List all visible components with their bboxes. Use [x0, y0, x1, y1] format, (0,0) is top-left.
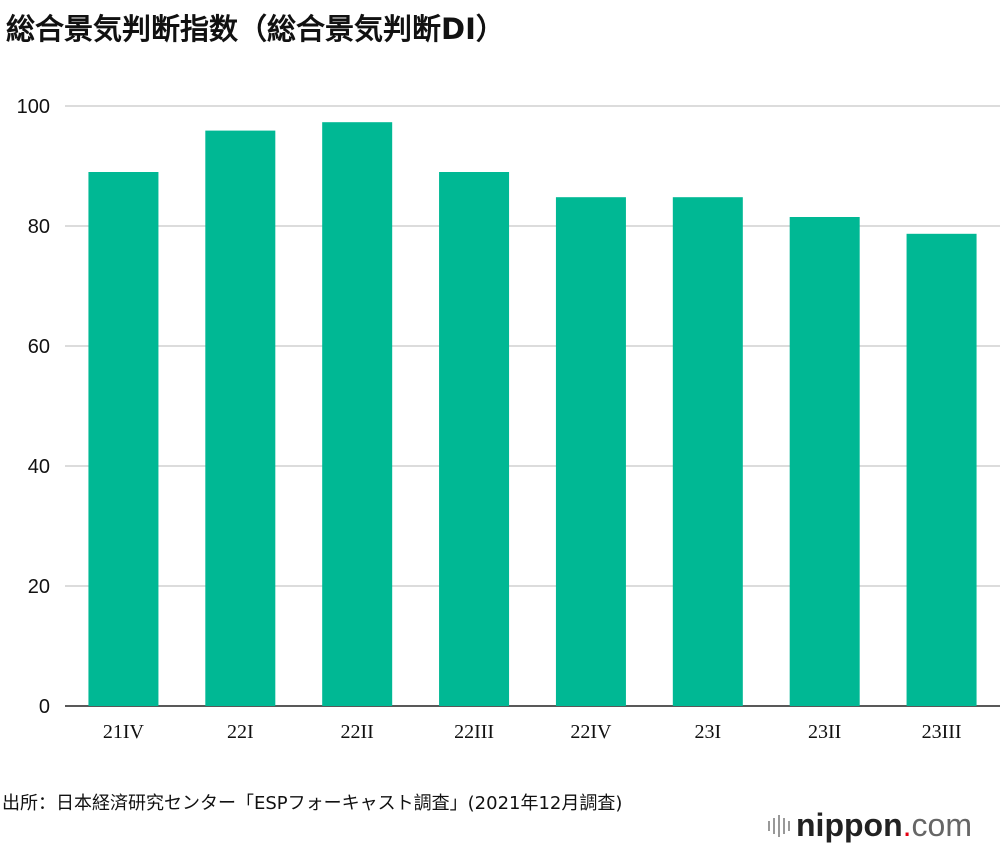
- x-tick-label: 22II: [341, 721, 374, 743]
- bar-23I: [672, 197, 743, 706]
- y-tick-label: 20: [28, 576, 50, 598]
- logo-suffix: com: [911, 807, 972, 843]
- x-tick-label: 23I: [694, 721, 721, 743]
- bar-23II: [789, 217, 860, 706]
- y-tick-label: 80: [28, 216, 50, 238]
- x-tick-label: 22IV: [570, 721, 612, 743]
- logo-dot: .: [902, 807, 912, 843]
- y-tick-label: 60: [28, 336, 50, 358]
- bar-23III: [906, 233, 977, 707]
- logo-bars-icon: [768, 814, 790, 838]
- x-tick-label: 21IV: [103, 721, 145, 743]
- bar-22IV: [555, 197, 626, 706]
- y-tick-label: 0: [39, 696, 50, 718]
- x-tick-label: 23II: [808, 721, 841, 743]
- source-note: 出所：日本経済研究センター「ESPフォーキャスト調査」(2021年12月調査): [2, 793, 623, 814]
- y-tick-label: 100: [17, 96, 50, 118]
- bar-22I: [205, 130, 276, 707]
- bar-22II: [322, 122, 393, 706]
- y-tick-label: 40: [28, 456, 50, 478]
- nippon-logo: nippon. com: [768, 807, 972, 844]
- x-tick-label: 23III: [922, 721, 962, 743]
- logo-name: nippon: [796, 807, 903, 843]
- bar-chart: 21IV 22I 22II 22III 22IV 23I 23II 23III 0 20 40 60…: [17, 96, 1000, 743]
- x-tick-label: 22I: [227, 721, 254, 743]
- bar-22III: [439, 172, 510, 706]
- x-tick-label: 22III: [454, 721, 494, 743]
- chart-title: 総合景気判断指数（総合景気判断DI）: [6, 12, 505, 46]
- bar-21IV: [88, 172, 159, 706]
